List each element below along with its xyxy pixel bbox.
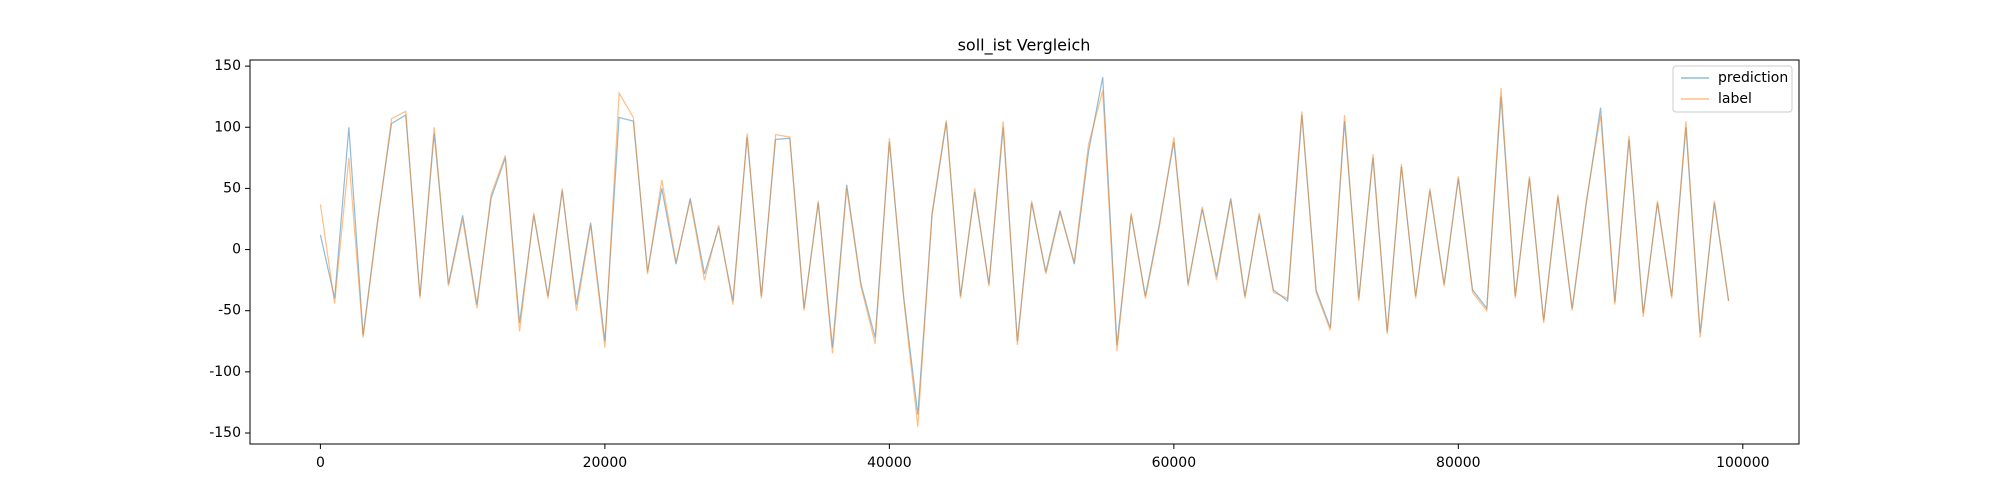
- plot-frame: [249, 59, 1800, 445]
- y-tick-label: 100: [214, 119, 241, 135]
- x-tick-label: 20000: [583, 455, 628, 471]
- legend-label: prediction: [1718, 70, 1788, 86]
- legend-label: label: [1718, 91, 1752, 107]
- x-tick-label: 40000: [867, 455, 912, 471]
- x-tick-label: 60000: [1152, 455, 1197, 471]
- y-tick-label: 0: [232, 242, 241, 258]
- x-tick-label: 100000: [1716, 455, 1769, 471]
- x-tick-label: 0: [316, 455, 325, 471]
- y-tick-label: -50: [218, 303, 241, 319]
- chart-title: soll_ist Vergleich: [958, 36, 1091, 56]
- legend: prediction label: [1672, 65, 1793, 113]
- y-tick-label: -150: [209, 425, 241, 441]
- series-line: [319, 88, 1730, 427]
- y-tick-label: 50: [223, 180, 241, 196]
- x-tick-label: 80000: [1436, 455, 1481, 471]
- y-tick-label: 150: [214, 58, 241, 74]
- series-line: [319, 77, 1730, 415]
- y-tick-label: -100: [209, 364, 241, 380]
